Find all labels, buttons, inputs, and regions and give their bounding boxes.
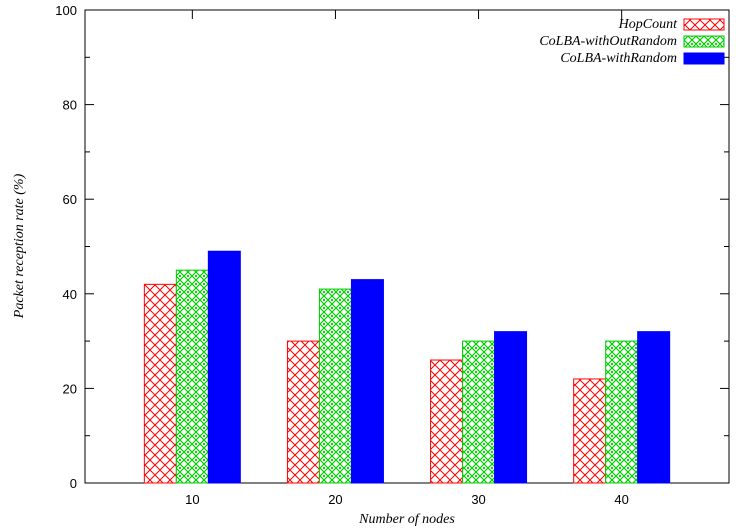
x-tick-label: 20 <box>328 492 342 507</box>
legend-swatch-hopcount <box>683 18 725 31</box>
bar-colba-withoutrandom-40 <box>605 340 639 484</box>
bar-hopcount-10 <box>143 283 177 484</box>
y-axis-title: Packet reception rate (%) <box>12 173 27 319</box>
legend: HopCount CoLBA-withOutRandom CoLBA-withR… <box>539 17 725 66</box>
x-tick-label: 10 <box>185 492 199 507</box>
bar-colba-withrandom-20 <box>350 279 384 484</box>
bar-hopcount-40 <box>573 378 607 484</box>
bar-colba-withoutrandom-10 <box>175 269 209 484</box>
legend-label-hopcount: HopCount <box>618 17 678 32</box>
legend-label-colba-without-random: CoLBA-withOutRandom <box>539 34 677 49</box>
bar-colba-withoutrandom-30 <box>462 340 496 484</box>
bar-colba-withrandom-30 <box>494 331 528 484</box>
legend-swatch-colba-without-random <box>683 35 725 48</box>
bar-colba-withrandom-10 <box>207 250 241 484</box>
y-tick-label: 100 <box>55 3 77 18</box>
bar-hopcount-20 <box>286 340 320 484</box>
y-tick-label: 0 <box>70 476 77 491</box>
bar-series-group <box>143 250 671 484</box>
x-axis: 10 20 30 40 <box>185 10 629 507</box>
bar-colba-withrandom-40 <box>637 331 671 484</box>
legend-swatch-colba-with-random <box>683 52 725 65</box>
y-tick-label: 20 <box>63 381 77 396</box>
x-tick-label: 40 <box>614 492 628 507</box>
y-tick-label: 60 <box>63 192 77 207</box>
y-tick-label: 40 <box>63 287 77 302</box>
bar-colba-withoutrandom-20 <box>318 288 352 484</box>
y-axis: 0 20 40 60 80 100 <box>55 3 729 491</box>
legend-label-colba-with-random: CoLBA-withRandom <box>560 51 677 66</box>
y-tick-label: 80 <box>63 98 77 113</box>
bar-hopcount-30 <box>430 359 464 484</box>
x-axis-title: Number of nodes <box>358 512 455 527</box>
x-tick-label: 30 <box>471 492 485 507</box>
